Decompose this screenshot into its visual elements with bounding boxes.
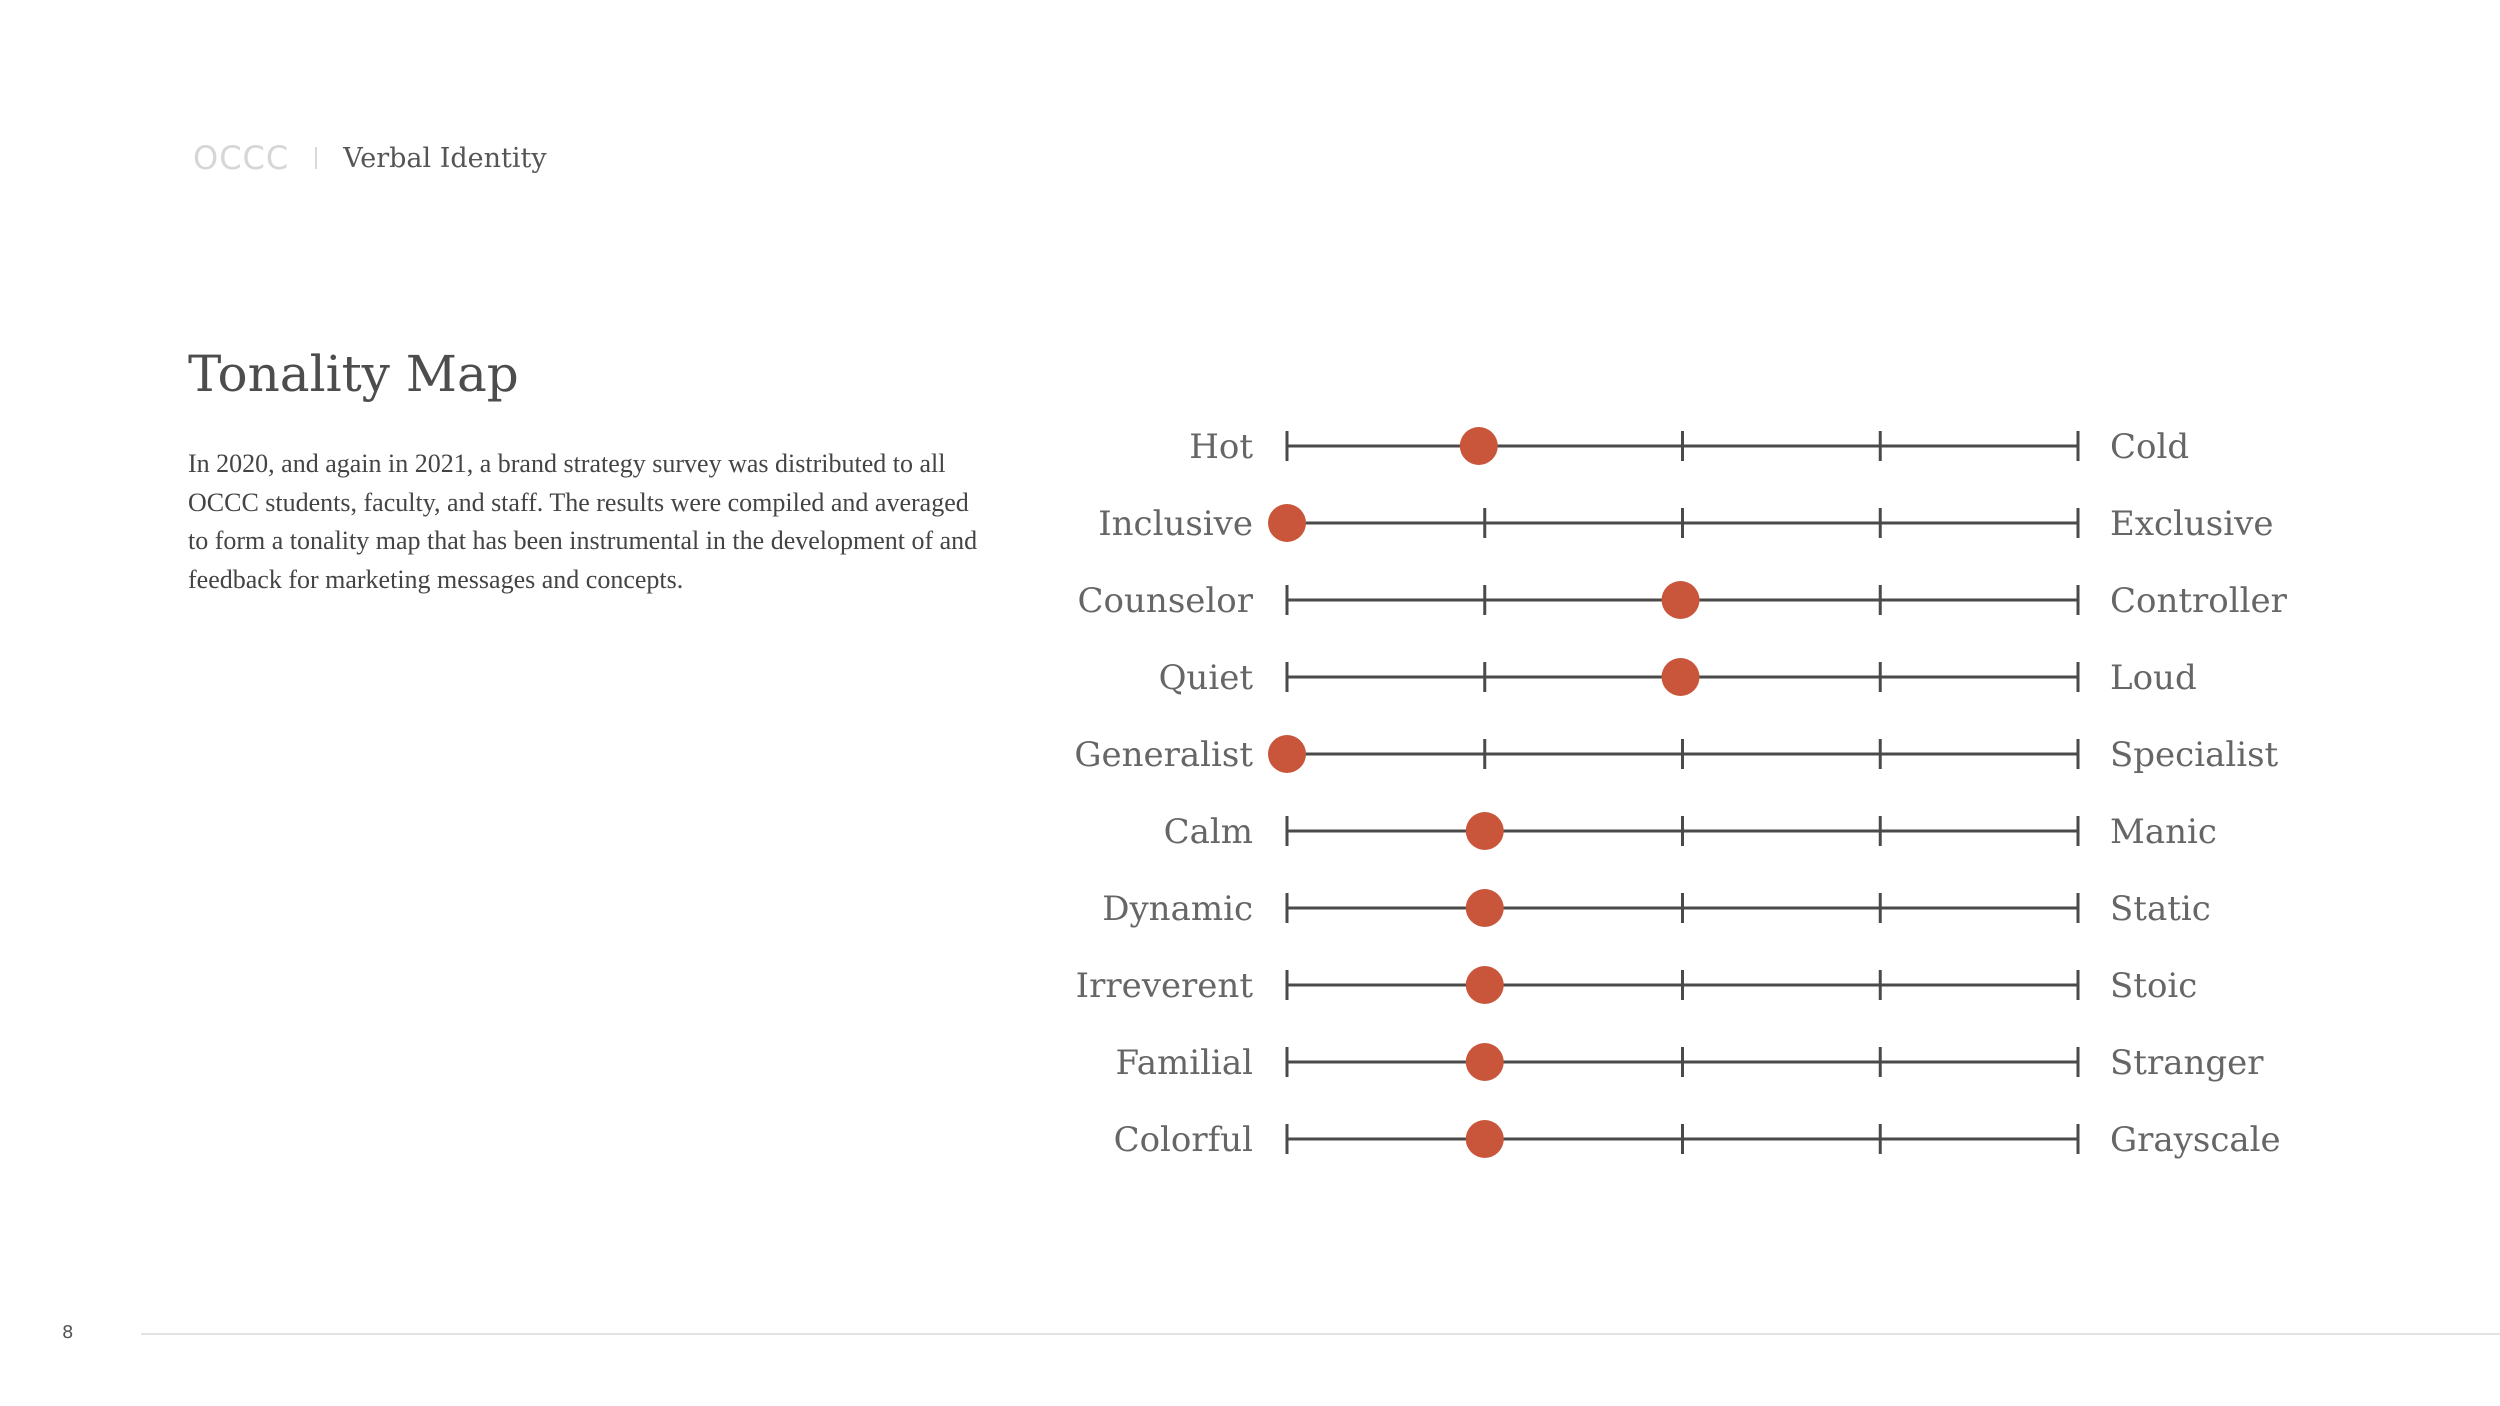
scale-left-label: Quiet [1159, 658, 1254, 698]
scale-row: Familial Stranger [1115, 1043, 2264, 1083]
scale-right-label: Stoic [2110, 966, 2197, 1006]
intro-paragraph: In 2020, and again in 2021, a brand stra… [188, 449, 978, 594]
scale-row: Generalist Specialist [1074, 735, 2279, 775]
scale-row: Colorful Grayscale [1114, 1120, 2281, 1160]
scale-row: Counselor Controller [1078, 581, 2288, 621]
footer-divider [141, 1333, 2500, 1335]
scale-row: Dynamic Static [1102, 889, 2211, 929]
tonality-marker [1465, 966, 1504, 1004]
occc-logo: OCCC [193, 139, 290, 177]
tonality-marker [1459, 427, 1498, 465]
page-title: Tonality Map [188, 345, 519, 403]
scale-right-label: Specialist [2110, 735, 2279, 775]
page-header: OCCC Verbal Identity [193, 138, 547, 178]
scale-left-label: Hot [1189, 427, 1253, 467]
scale-right-label: Controller [2110, 581, 2288, 621]
tonality-marker [1268, 735, 1306, 773]
scale-left-label: Dynamic [1102, 889, 1253, 929]
tonality-marker [1465, 1120, 1504, 1158]
scale-left-label: Generalist [1074, 735, 1253, 775]
tonality-marker [1465, 812, 1504, 850]
tonality-marker [1465, 889, 1504, 927]
scale-right-label: Cold [2110, 427, 2189, 467]
scale-right-label: Manic [2110, 812, 2217, 852]
scale-row: Inclusive Exclusive [1098, 504, 2273, 544]
scale-left-label: Colorful [1114, 1120, 1253, 1160]
tonality-marker [1465, 1043, 1504, 1081]
scale-left-label: Irreverent [1076, 966, 1254, 1006]
scale-right-label: Exclusive [2110, 504, 2273, 544]
scale-right-label: Loud [2110, 658, 2197, 698]
scale-right-label: Stranger [2110, 1043, 2264, 1083]
tonality-marker [1661, 658, 1700, 696]
scale-row: Hot Cold [1189, 427, 2189, 467]
scale-left-label: Inclusive [1098, 504, 1253, 544]
page-number: 8 [62, 1322, 74, 1343]
scale-left-label: Familial [1115, 1043, 1253, 1083]
scale-left-label: Counselor [1078, 581, 1254, 621]
scale-right-label: Static [2110, 889, 2211, 929]
scale-left-label: Calm [1164, 812, 1253, 852]
section-title: Verbal Identity [343, 142, 547, 174]
scale-row: Irreverent Stoic [1076, 966, 2197, 1006]
header-divider [315, 147, 318, 169]
scale-right-label: Grayscale [2110, 1120, 2281, 1160]
tonality-marker [1661, 581, 1700, 619]
scale-row: Quiet Loud [1159, 658, 2197, 698]
tonality-marker [1268, 504, 1306, 542]
scale-row: Calm Manic [1164, 812, 2217, 852]
